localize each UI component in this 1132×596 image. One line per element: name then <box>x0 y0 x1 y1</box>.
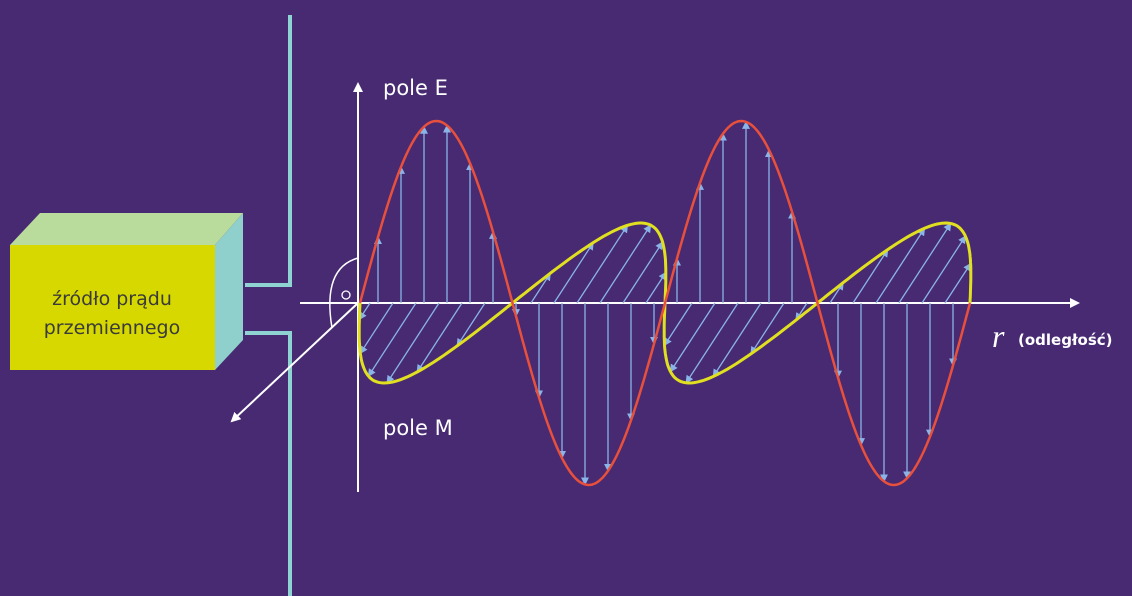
m-field-label: pole M <box>383 416 453 440</box>
axis-symbol: r <box>992 318 1005 354</box>
axis-label: (odległość) <box>1018 331 1113 349</box>
source-label: źródło prądu <box>52 288 172 310</box>
e-field-label: pole E <box>383 76 448 100</box>
source-label: przemiennego <box>44 317 180 339</box>
box-top <box>10 213 243 245</box>
diagram: źródło prądu przemiennego pole E pole M … <box>0 0 1132 596</box>
page: źródło prądu przemiennego pole E pole M … <box>0 0 1132 596</box>
